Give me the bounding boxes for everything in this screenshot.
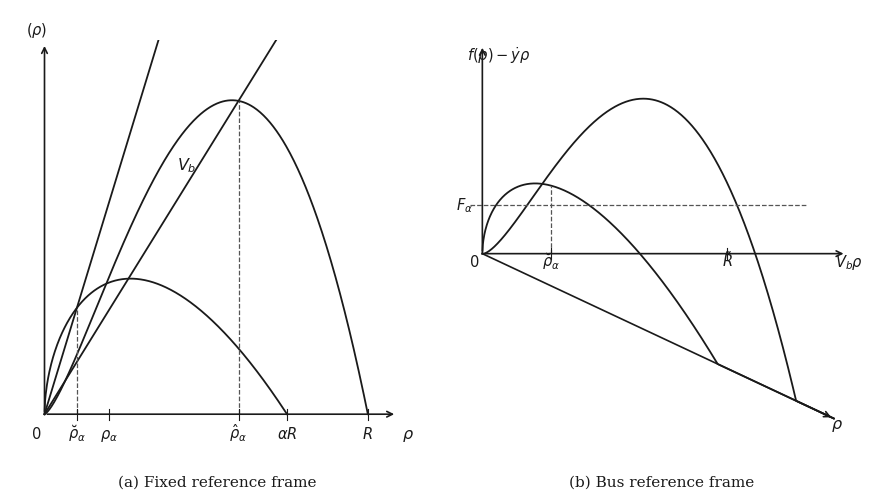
Text: 0: 0: [469, 255, 479, 270]
Text: (b) Bus reference frame: (b) Bus reference frame: [568, 476, 753, 490]
Text: $\alpha R$: $\alpha R$: [276, 426, 297, 442]
Text: $\breve{\rho}_\alpha$: $\breve{\rho}_\alpha$: [68, 424, 86, 444]
Text: $\breve{\rho}_\alpha$: $\breve{\rho}_\alpha$: [541, 252, 560, 272]
Text: $(\rho)$: $(\rho)$: [26, 21, 47, 40]
Text: $V_b$: $V_b$: [176, 156, 196, 175]
Text: $\rho$: $\rho$: [401, 428, 414, 444]
Text: $\rho_\alpha$: $\rho_\alpha$: [100, 428, 118, 444]
Text: $\hat{\rho}_\alpha$: $\hat{\rho}_\alpha$: [229, 422, 248, 444]
Text: $F_\alpha$: $F_\alpha$: [455, 196, 473, 215]
Text: $V_b\rho$: $V_b\rho$: [834, 253, 863, 272]
Text: $R$: $R$: [362, 426, 373, 442]
Text: $f(\rho)-\dot{y}\rho$: $f(\rho)-\dot{y}\rho$: [466, 45, 529, 66]
Text: 0: 0: [31, 427, 41, 442]
Text: $\rho$: $\rho$: [830, 418, 842, 434]
Text: (a) Fixed reference frame: (a) Fixed reference frame: [118, 476, 316, 490]
Text: $\tilde{R}$: $\tilde{R}$: [721, 250, 732, 270]
